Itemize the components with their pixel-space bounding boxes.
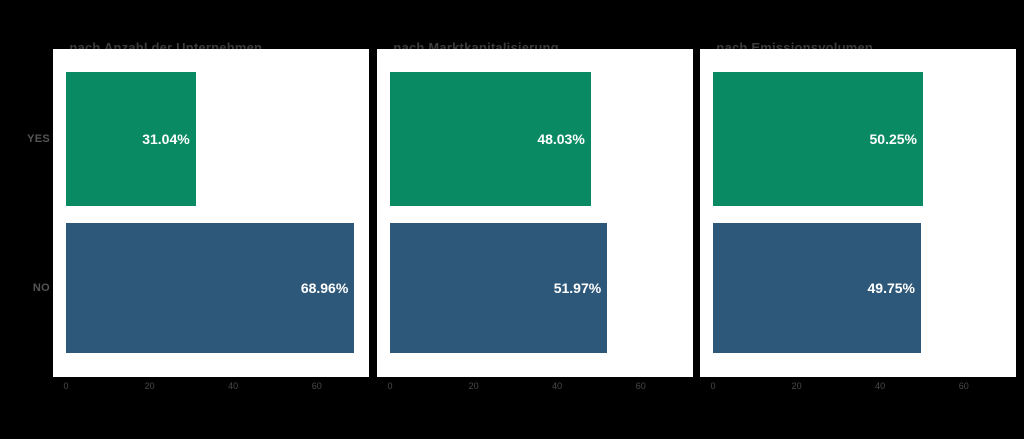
chart-panel-emissionsvolumen: ...nach Emissionsvolumen 50.25% 49.75% 0… (700, 27, 1016, 407)
y-axis-label-yes: YES (27, 133, 50, 145)
x-tick: 0 (710, 381, 716, 391)
x-tick: 20 (144, 381, 155, 391)
bar-yes: 31.04% (66, 72, 196, 206)
x-tick: 60 (958, 381, 969, 391)
bar-value-label: 50.25% (869, 131, 917, 147)
y-axis-label-no: NO (32, 282, 50, 294)
chart-panel-marktkapitalisierung: ...nach Marktkapitalisierung 48.03% 51.9… (377, 27, 693, 407)
x-tick: 20 (468, 381, 479, 391)
bar-value-label: 31.04% (142, 131, 190, 147)
x-axis: 0 20 40 60 (53, 381, 369, 395)
plot-area: 50.25% 49.75% 0 20 40 60 (700, 49, 1016, 391)
x-axis: 0 20 40 60 (700, 381, 1016, 395)
bar-no: 51.97% (390, 223, 608, 353)
plot-area: 31.04% 68.96% 0 20 40 60 (53, 49, 369, 391)
bar-value-label: 68.96% (300, 280, 349, 296)
bar-no: 68.96% (66, 223, 355, 353)
x-tick: 20 (791, 381, 802, 391)
x-tick: 40 (875, 381, 886, 391)
x-tick: 0 (387, 381, 393, 391)
bar-yes: 48.03% (390, 72, 591, 206)
x-tick: 60 (311, 381, 322, 391)
plot-area: 48.03% 51.97% 0 20 40 60 (377, 49, 693, 391)
chart-panel-unternehmen: ...nach Anzahl der Unternehmen 31.04% 68… (53, 27, 369, 407)
x-tick: 40 (552, 381, 563, 391)
bar-no: 49.75% (713, 223, 921, 353)
x-axis: 0 20 40 60 (377, 381, 693, 395)
x-tick: 60 (635, 381, 646, 391)
bar-value-label: 51.97% (553, 280, 602, 296)
bar-yes: 50.25% (713, 72, 923, 206)
x-tick: 40 (228, 381, 239, 391)
bar-value-label: 49.75% (867, 280, 915, 296)
x-tick: 0 (63, 381, 69, 391)
bar-value-label: 48.03% (537, 131, 585, 147)
